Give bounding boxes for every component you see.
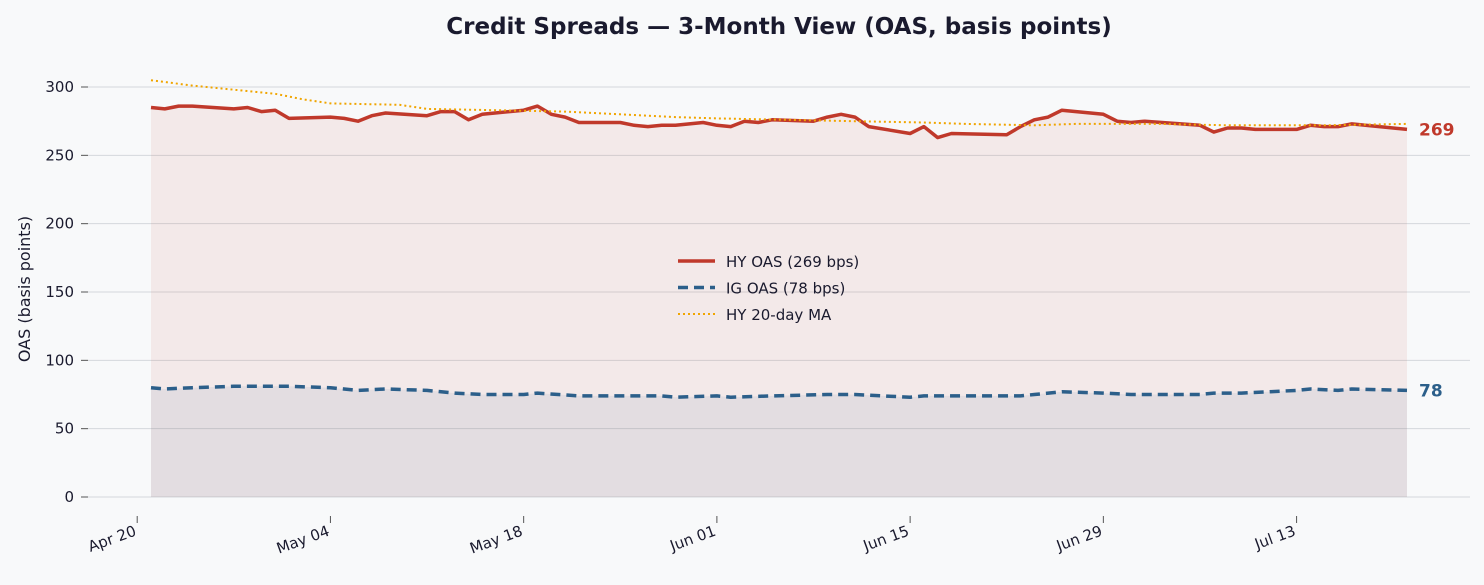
x-axis: Apr 20 May 04 May 18 Jun 01 Jun 15 Jun 29 Jul … [86,516,1298,558]
x-tick-label: Apr 20 [86,522,139,556]
y-axis: 0 50 100 150 200 250 300 [45,78,88,506]
x-tick-label: May 04 [274,522,332,558]
y-tick-label: 100 [45,351,74,369]
series-line-2 [150,79,1408,127]
legend-label-2: HY 20-day MA [726,306,832,324]
grid-lines [88,86,1470,498]
end-label-1: 78 [1419,381,1443,401]
y-tick-label: 200 [45,215,74,233]
series-line-1 [150,384,1408,399]
x-tick-label: Jun 15 [860,522,912,555]
x-tick-label: Jul 13 [1251,522,1298,554]
x-tick-label: Jun 01 [667,522,719,555]
end-labels: 269 78 [1419,120,1455,401]
x-tick-label: May 18 [467,522,525,558]
y-tick-label: 250 [45,146,74,164]
chart-title: Credit Spreads — 3-Month View (OAS, basi… [446,14,1111,40]
y-axis-label: OAS (basis points) [15,216,34,362]
series-fill-0 [151,106,1407,497]
x-tick-label: Jun 29 [1053,522,1105,555]
series-lines [150,79,1408,399]
end-label-0: 269 [1419,120,1455,140]
legend-label-1: IG OAS (78 bps) [726,280,845,298]
series-line-0 [150,104,1408,140]
legend-label-0: HY OAS (269 bps) [726,253,859,271]
y-tick-label: 150 [45,283,74,301]
series-fills [151,106,1407,497]
legend: HY OAS (269 bps) IG OAS (78 bps) HY 20-day… [678,253,859,324]
y-tick-label: 300 [45,78,74,96]
series-fill-1 [151,386,1407,497]
y-tick-label: 50 [55,420,74,438]
y-tick-label: 0 [64,488,74,506]
